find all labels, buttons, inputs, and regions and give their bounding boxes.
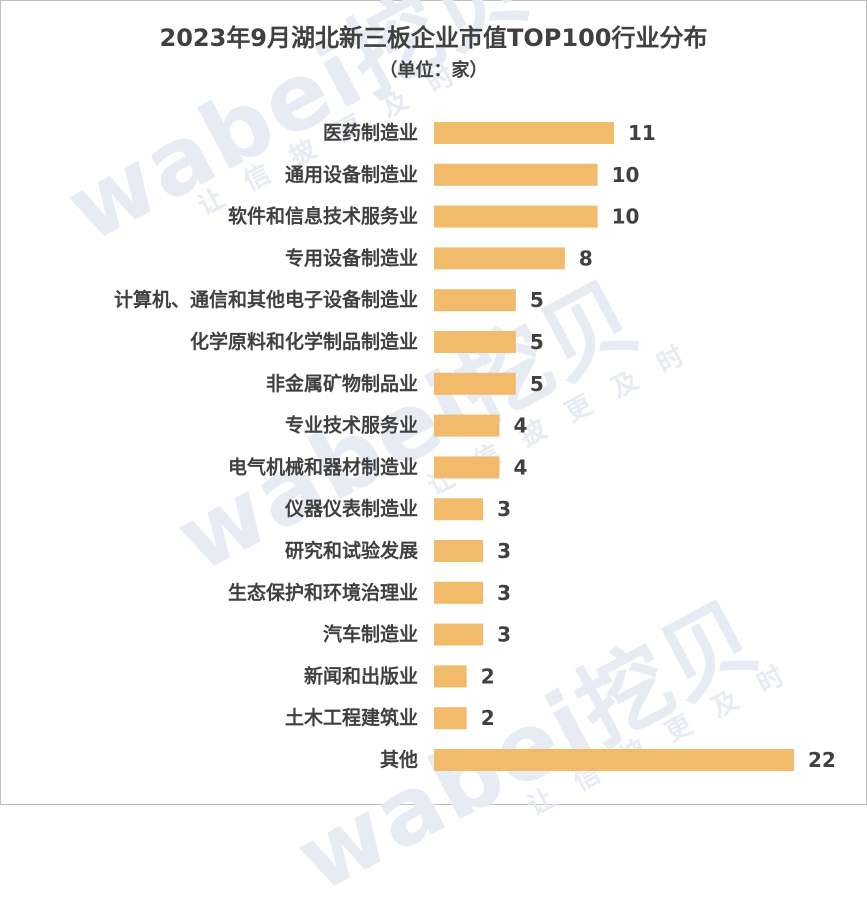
chart-title: 2023年9月湖北新三板企业市值TOP100行业分布 xyxy=(159,24,708,52)
chart-subtitle: （单位：家） xyxy=(379,60,488,81)
bar xyxy=(434,163,598,186)
category-label: 计算机、通信和其他电子设备制造业 xyxy=(114,288,418,311)
value-label: 5 xyxy=(530,372,544,396)
category-label: 研究和试验发展 xyxy=(285,539,418,562)
value-label: 3 xyxy=(497,497,511,521)
value-label: 10 xyxy=(612,163,640,187)
bar xyxy=(434,372,516,395)
value-label: 3 xyxy=(497,623,511,647)
bar xyxy=(434,581,484,604)
value-label: 4 xyxy=(513,455,527,479)
value-label: 22 xyxy=(808,748,836,772)
category-label: 非金属矿物制品业 xyxy=(266,372,418,395)
category-label: 医药制造业 xyxy=(323,121,418,144)
bar xyxy=(434,205,598,228)
value-label: 5 xyxy=(530,330,544,354)
category-label: 化学原料和化学制品制造业 xyxy=(190,330,418,353)
bar xyxy=(434,665,467,688)
category-label: 土木工程建筑业 xyxy=(285,706,418,729)
bar xyxy=(434,707,467,730)
bar xyxy=(434,623,484,646)
category-label: 电气机械和器材制造业 xyxy=(228,455,418,478)
category-label: 汽车制造业 xyxy=(323,623,418,646)
category-label: 新闻和出版业 xyxy=(304,664,418,687)
category-label: 生态保护和环境治理业 xyxy=(228,581,418,604)
value-label: 2 xyxy=(481,664,495,688)
bar xyxy=(434,122,614,144)
value-label: 3 xyxy=(497,539,511,563)
bar xyxy=(434,289,516,312)
category-label: 专用设备制造业 xyxy=(285,246,418,269)
value-label: 3 xyxy=(497,581,511,605)
category-label: 软件和信息技术服务业 xyxy=(228,205,418,228)
bar xyxy=(434,456,500,479)
bar xyxy=(434,498,484,521)
value-label: 11 xyxy=(628,121,656,145)
category-label: 通用设备制造业 xyxy=(285,163,418,186)
value-label: 5 xyxy=(530,288,544,312)
value-label: 4 xyxy=(513,414,527,438)
value-label: 2 xyxy=(481,706,495,730)
bar xyxy=(434,540,484,562)
bar xyxy=(434,414,500,437)
bar xyxy=(434,749,794,771)
bar xyxy=(434,331,516,353)
category-label: 其他 xyxy=(380,748,418,771)
bar-chart: 医药制造业 11 通用设备制造业 10 软件和信息技术服务业 10 专用设备制造业 8 计算机、… xyxy=(114,121,836,772)
category-label: 仪器仪表制造业 xyxy=(284,497,418,520)
bar xyxy=(434,247,565,270)
value-label: 10 xyxy=(612,205,640,229)
chart-frame xyxy=(0,0,867,805)
value-label: 8 xyxy=(579,246,593,270)
category-label: 专业技术服务业 xyxy=(285,414,418,437)
